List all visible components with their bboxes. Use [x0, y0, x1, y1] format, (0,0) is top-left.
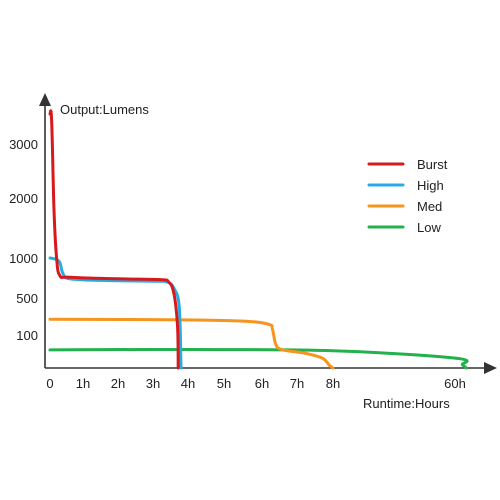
x-tick-label: 5h [217, 376, 231, 391]
y-tick-labels: 100 500 1000 2000 3000 [9, 137, 38, 343]
y-axis-arrow-icon [39, 93, 51, 106]
y-tick-label: 3000 [9, 137, 38, 152]
x-tick-label: 8h [326, 376, 340, 391]
x-tick-label: 2h [111, 376, 125, 391]
y-tick-label: 1000 [9, 251, 38, 266]
x-tick-label: 0 [46, 376, 53, 391]
series-line-high [48, 256, 183, 370]
series-line-med [48, 317, 335, 370]
x-tick-labels: 0 1h 2h 3h 4h 5h 6h 7h 8h 60h [46, 376, 465, 391]
series-lines [48, 109, 469, 370]
y-tick-label: 2000 [9, 191, 38, 206]
axes: Output:Lumens Runtime:Hours [39, 93, 497, 411]
x-tick-label: 6h [255, 376, 269, 391]
x-tick-label: 3h [146, 376, 160, 391]
x-tick-label: 60h [444, 376, 466, 391]
x-tick-label: 7h [290, 376, 304, 391]
y-tick-label: 100 [16, 328, 38, 343]
legend-label-med: Med [417, 199, 442, 214]
x-axis-title: Runtime:Hours [363, 396, 450, 411]
legend-label-high: High [417, 178, 444, 193]
y-axis-title: Output:Lumens [60, 102, 149, 117]
series-line-low [48, 347, 469, 370]
series-line-burst [48, 109, 180, 370]
legend-label-burst: Burst [417, 157, 448, 172]
legend: Burst High Med Low [367, 157, 448, 235]
x-axis-arrow-icon [484, 362, 497, 374]
legend-label-low: Low [417, 220, 441, 235]
y-tick-label: 500 [16, 291, 38, 306]
x-tick-label: 1h [76, 376, 90, 391]
x-tick-label: 4h [181, 376, 195, 391]
